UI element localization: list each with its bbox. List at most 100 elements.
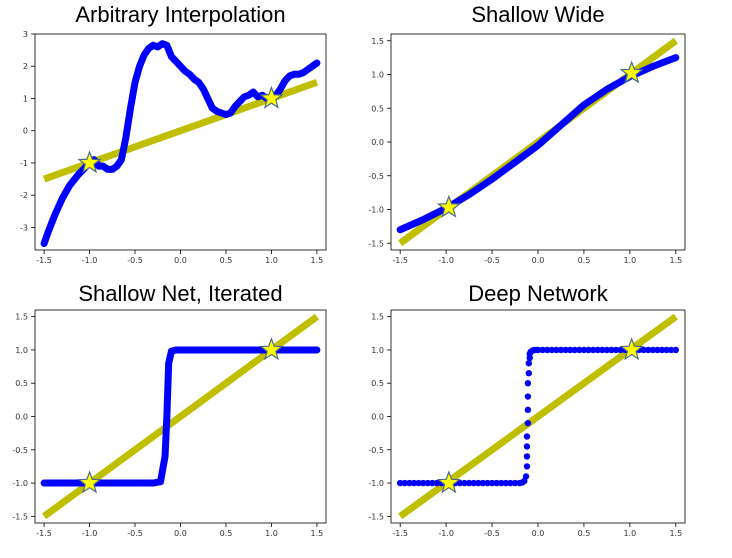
x-tick-label: -1.0 (82, 256, 98, 265)
y-tick-label: 0.5 (371, 379, 384, 388)
data-point (543, 346, 551, 354)
data-point (524, 380, 532, 387)
y-tick-label: 2 (23, 62, 28, 71)
data-point (410, 479, 418, 487)
data-point (557, 346, 565, 354)
y-tick-label: 0.5 (15, 379, 28, 388)
data-point (645, 346, 652, 354)
x-tick-label: 0.0 (174, 256, 187, 265)
data-point (429, 479, 436, 487)
x-tick-label: 1.5 (311, 529, 324, 538)
data-point (424, 479, 431, 487)
data-point (612, 346, 620, 354)
data-point (470, 479, 477, 487)
data-point (663, 346, 670, 354)
y-tick-label: -1.0 (368, 479, 384, 488)
y-tick-label: -1.5 (368, 512, 384, 521)
y-tick-label: -3 (20, 223, 28, 232)
data-point (580, 346, 588, 354)
star-marker (436, 194, 461, 218)
y-tick-label: -1.0 (12, 479, 28, 488)
x-tick-label: -1.5 (36, 256, 52, 265)
x-tick-label: -1.5 (392, 256, 408, 265)
x-tick-label: -0.5 (127, 256, 143, 265)
data-point (566, 346, 574, 354)
x-tick-label: 0.0 (174, 529, 187, 538)
data-point (576, 346, 583, 354)
data-point (525, 360, 533, 367)
data-point (603, 346, 611, 354)
data-point (668, 346, 675, 354)
x-tick-label: 1.0 (624, 529, 637, 538)
data-point (523, 443, 531, 450)
y-tick-label: 0.0 (15, 413, 28, 422)
x-tick-label: 1.0 (624, 256, 637, 265)
data-point (599, 346, 606, 354)
star-marker (77, 150, 102, 174)
y-tick-label: -0.5 (368, 172, 384, 181)
y-tick-label: -1 (20, 159, 28, 168)
star-marker (259, 85, 284, 109)
data-point (553, 346, 560, 354)
x-tick-label: 0.5 (220, 256, 233, 265)
x-tick-label: 0.5 (578, 529, 591, 538)
y-tick-label: 1.5 (371, 37, 384, 46)
data-point (524, 406, 532, 414)
data-point (534, 346, 542, 354)
y-tick-label: -1.5 (12, 512, 28, 521)
star-marker (259, 337, 284, 361)
data-point (594, 346, 601, 354)
data-point (654, 346, 661, 354)
star-marker (619, 60, 644, 84)
y-tick-label: 0 (23, 127, 28, 136)
x-tick-label: -1.0 (438, 529, 454, 538)
y-tick-label: -0.5 (368, 446, 384, 455)
data-point (640, 346, 647, 354)
x-tick-label: 1.5 (669, 529, 682, 538)
data-point (456, 479, 464, 487)
y-tick-label: 0.0 (371, 138, 384, 147)
x-tick-label: -0.5 (484, 529, 500, 538)
data-point (433, 479, 441, 487)
y-tick-label: 3 (23, 30, 28, 39)
data-point (617, 346, 624, 354)
data-point (406, 479, 413, 487)
data-point (475, 479, 482, 487)
x-tick-label: 0.0 (532, 256, 545, 265)
y-tick-label: 1 (23, 94, 28, 103)
subplot-title: Shallow Wide (471, 2, 604, 27)
y-tick-label: 1.0 (371, 346, 384, 355)
y-tick-label: 1.5 (371, 313, 384, 322)
data-point (524, 393, 532, 400)
data-point (488, 479, 496, 487)
y-tick-label: -0.5 (12, 446, 28, 455)
y-tick-label: 1.0 (371, 71, 384, 80)
x-tick-label: 1.0 (265, 256, 278, 265)
subplot-title: Deep Network (468, 281, 608, 306)
data-point (562, 346, 569, 354)
x-tick-label: -0.5 (127, 529, 143, 538)
data-point (419, 479, 427, 487)
data-point (401, 479, 408, 487)
y-tick-label: 0.5 (371, 104, 384, 113)
y-tick-label: 0.0 (371, 413, 384, 422)
data-point (498, 479, 505, 487)
x-tick-label: 1.5 (311, 256, 324, 265)
data-point (672, 346, 680, 354)
x-tick-label: 1.5 (669, 256, 682, 265)
data-point (649, 346, 657, 354)
data-point (484, 479, 491, 487)
y-tick-label: -1.5 (368, 239, 384, 248)
x-tick-label: 0.0 (532, 529, 545, 538)
subplot-title: Shallow Net, Iterated (78, 281, 282, 306)
x-tick-label: -0.5 (484, 256, 500, 265)
data-point (465, 479, 473, 487)
subplot-4: Deep Network -1.5 -1.0 -0.5 0.0 0.5 1.0 1.5 -1.5… (368, 281, 686, 538)
y-tick-label: -2 (20, 191, 28, 200)
data-point (523, 453, 531, 460)
data-point (507, 479, 514, 487)
subplot-2: Shallow Wide -1.5 -1.0 -0.5 0.0 0.5 1.0 1.5 -1.5… (368, 2, 686, 265)
y-tick-label: 1.5 (15, 313, 28, 322)
star-marker (436, 470, 461, 494)
